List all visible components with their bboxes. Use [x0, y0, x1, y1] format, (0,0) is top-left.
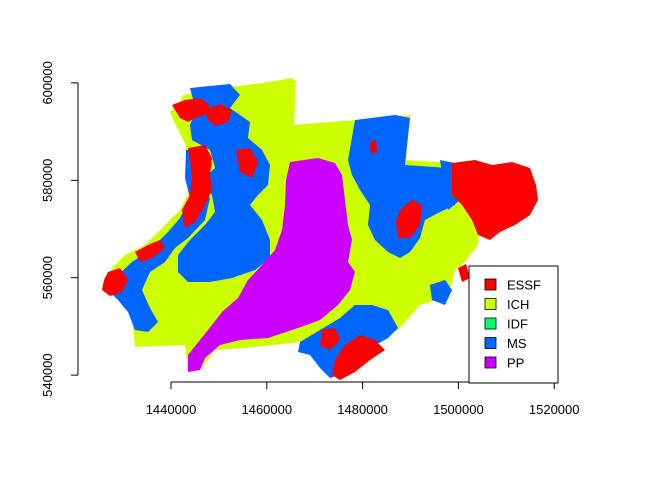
zone-essf [320, 328, 340, 350]
zone-ms [430, 280, 452, 305]
zone-essf [458, 264, 470, 282]
legend-label: ESSF [507, 278, 541, 293]
zone-essf [332, 335, 385, 380]
map-zones [102, 78, 538, 380]
legend-label: ICH [507, 297, 529, 312]
zone-essf [452, 160, 538, 240]
legend-box [468, 265, 559, 384]
legend-label: IDF [507, 317, 528, 332]
y-axis: 540000 560000 580000 600000 [40, 61, 79, 397]
legend-label: MS [507, 336, 527, 351]
zone-essf [205, 104, 232, 126]
zone-ms [298, 305, 398, 378]
y-tick-label: 580000 [40, 159, 55, 202]
legend-swatch [484, 298, 497, 310]
legend-swatch [484, 337, 497, 349]
x-tick-label: 1460000 [241, 402, 292, 417]
zone-essf [236, 148, 258, 178]
zone-pp [188, 158, 355, 372]
zone-essf [370, 140, 377, 154]
zone-essf [396, 200, 422, 238]
zone-essf [135, 240, 165, 262]
x-tick-label: 1440000 [146, 402, 197, 417]
legend-swatch [484, 317, 497, 330]
zone-ms [178, 84, 270, 282]
x-tick-label: 1520000 [529, 402, 580, 417]
legend-swatch [484, 278, 497, 291]
x-tick-label: 1480000 [337, 402, 388, 417]
y-tick-label: 600000 [40, 61, 55, 104]
zone-essf [182, 145, 212, 228]
y-tick-label: 560000 [40, 256, 55, 299]
legend-label: PP [507, 356, 524, 371]
zone-essf [172, 98, 210, 122]
zone-ms [110, 148, 212, 332]
x-tick-label: 1500000 [433, 402, 484, 417]
y-tick-label: 540000 [40, 353, 55, 396]
legend: ESSF ICH IDF MS PP [468, 265, 559, 384]
legend-swatch [484, 356, 497, 369]
zone-essf [102, 268, 128, 296]
x-axis: 1440000 1460000 1480000 1500000 1520000 [146, 381, 580, 417]
